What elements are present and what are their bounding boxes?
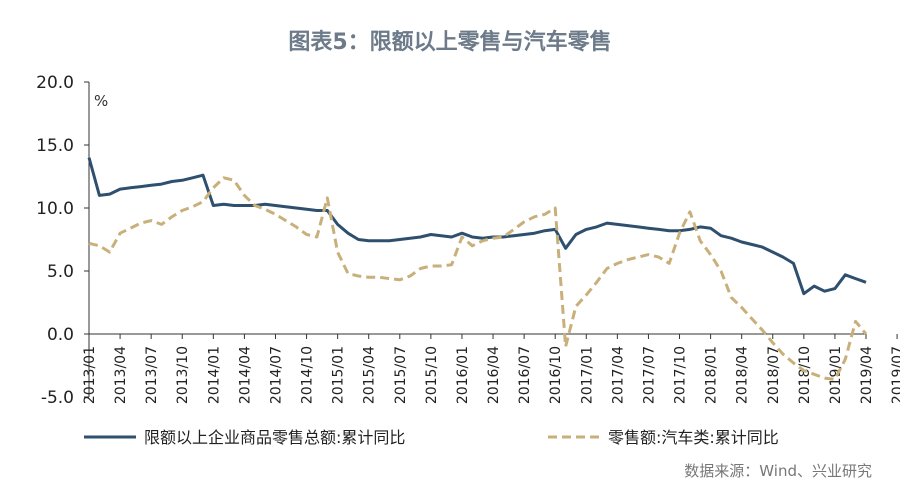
x-tick-label: 2015/04 xyxy=(362,346,378,404)
y-tick-label: 15.0 xyxy=(36,136,74,156)
x-tick-labels: 2013/01 2013/04 2013/07 2013/10 2014/01 2014/… xyxy=(82,346,900,404)
x-tick-label: 2016/01 xyxy=(455,346,471,404)
x-tick-label: 2014/10 xyxy=(300,346,316,404)
series-lines xyxy=(87,157,868,381)
x-tick-label: 2015/07 xyxy=(393,346,409,404)
x-tick-label: 2018/10 xyxy=(797,346,813,404)
y-tick-label: 5.0 xyxy=(47,262,74,282)
series-line-2 xyxy=(88,176,868,381)
x-tick-label: 2018/01 xyxy=(704,346,720,404)
x-tick-label: 2019/07 xyxy=(890,346,900,404)
y-tick-label: 10.0 xyxy=(36,199,74,219)
source-note: 数据来源：Wind、兴业研究 xyxy=(684,462,872,480)
x-tick-label: 2013/04 xyxy=(113,346,129,404)
y-tick-label: 20.0 xyxy=(36,73,74,93)
y-tick-label: -5.0 xyxy=(41,388,74,408)
x-tick-label: 2017/04 xyxy=(610,346,626,404)
x-tick-label: 2016/10 xyxy=(548,346,564,404)
x-tick-label: 2019/04 xyxy=(859,346,875,404)
series-line-1 xyxy=(87,157,867,296)
y-unit-label: % xyxy=(94,92,108,110)
y-tick-label: 0.0 xyxy=(47,325,74,345)
x-tick-label: 2017/10 xyxy=(673,346,689,404)
x-tick-label: 2018/04 xyxy=(735,346,751,404)
axes xyxy=(84,81,898,398)
chart-title: 图表5：限额以上零售与汽车零售 xyxy=(288,30,612,55)
x-tick-label: 2014/01 xyxy=(206,346,222,404)
x-tick-label: 2016/04 xyxy=(486,346,502,404)
y-tick-labels: 20.0 15.0 10.0 5.0 0.0 -5.0 xyxy=(36,73,74,408)
x-tick-label: 2017/07 xyxy=(641,346,657,404)
legend: 限额以上企业商品零售总额:累计同比 零售额:汽车类:累计同比 xyxy=(84,428,779,447)
x-tick-label: 2014/04 xyxy=(237,346,253,404)
x-tick-label: 2015/10 xyxy=(424,346,440,404)
x-tick-label: 2016/07 xyxy=(517,346,533,404)
x-tick-label: 2015/01 xyxy=(331,346,347,404)
x-tick-label: 2014/07 xyxy=(268,346,284,404)
x-tick-label: 2018/07 xyxy=(766,346,782,404)
x-tick-label: 2013/07 xyxy=(144,346,160,404)
x-tick-label: 2017/01 xyxy=(579,346,595,404)
x-tick-label: 2013/10 xyxy=(175,346,191,404)
legend-label-2: 零售额:汽车类:累计同比 xyxy=(608,428,779,447)
legend-label-1: 限额以上企业商品零售总额:累计同比 xyxy=(144,428,405,447)
x-tick-label: 2013/01 xyxy=(82,346,98,404)
